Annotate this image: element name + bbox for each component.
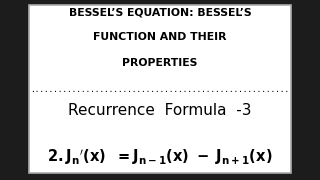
Text: FUNCTION AND THEIR: FUNCTION AND THEIR — [93, 32, 227, 42]
Text: ........................................................: ........................................… — [30, 85, 290, 94]
Text: BESSEL’S EQUATION: BESSEL’S: BESSEL’S EQUATION: BESSEL’S — [69, 7, 251, 17]
Text: Recurrence  Formula  -3: Recurrence Formula -3 — [68, 103, 252, 118]
Text: $\mathbf{2.J_n{}^\prime(x)\ \ =J_{n-1}(x)\ -\ J_{n+1}(x)}$: $\mathbf{2.J_n{}^\prime(x)\ \ =J_{n-1}(x… — [47, 148, 273, 167]
Text: PROPERTIES: PROPERTIES — [122, 58, 198, 68]
